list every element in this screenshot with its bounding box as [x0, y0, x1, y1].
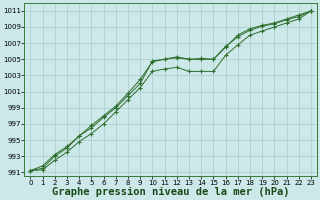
X-axis label: Graphe pression niveau de la mer (hPa): Graphe pression niveau de la mer (hPa): [52, 187, 290, 197]
